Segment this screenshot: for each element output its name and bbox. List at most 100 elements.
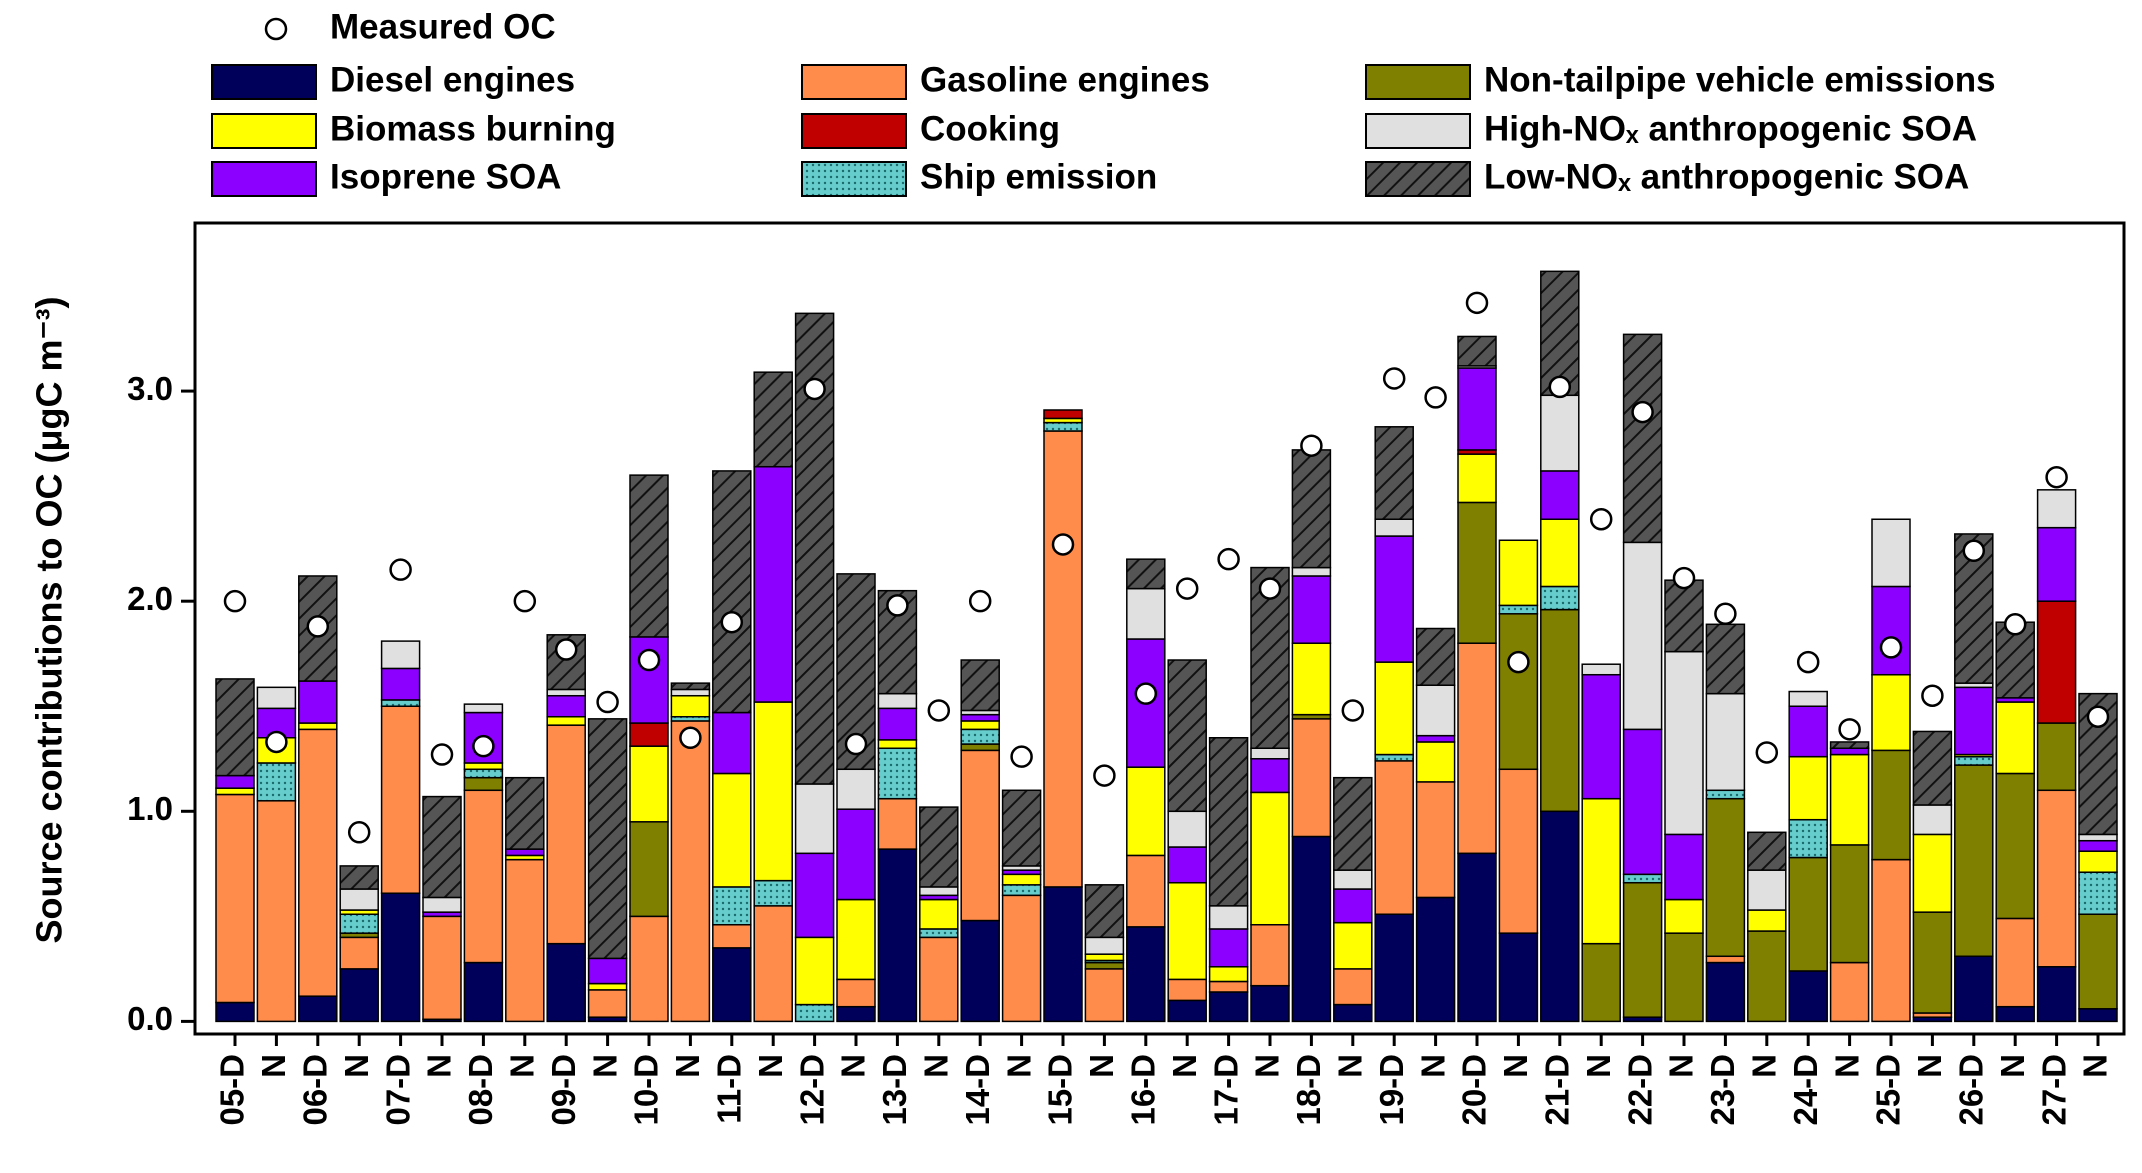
measured-marker (223, 589, 247, 613)
measured-marker (1300, 434, 1323, 457)
measured-marker (554, 638, 578, 661)
bar-segment (1374, 753, 1414, 762)
bar-segment (380, 892, 421, 1023)
bar-segment (256, 762, 297, 802)
bar-segment (712, 947, 752, 1023)
legend-label: Cooking (920, 109, 1060, 148)
bar-segment (1291, 449, 1332, 569)
x-tick-label: N (1332, 1054, 1369, 1078)
bar-segment (670, 682, 711, 691)
bar-segment (1167, 810, 1207, 848)
bar-segment (1043, 886, 1083, 1023)
measured-marker (1010, 745, 1033, 768)
bar-segment (1622, 728, 1663, 876)
measured-marker (1051, 533, 1075, 556)
measured-marker (1879, 636, 1903, 659)
bar-segment (1333, 1003, 1373, 1023)
bar-segment (877, 797, 918, 850)
bar-segment (1498, 613, 1539, 771)
bar-segment (2078, 839, 2118, 852)
bar-segment (546, 715, 586, 726)
bar-segment (1705, 955, 1746, 964)
measured-marker (1838, 718, 1861, 741)
bar-segment (2036, 722, 2077, 792)
x-tick-label: N (2077, 1054, 2114, 1078)
bar-segment (1498, 604, 1539, 615)
bar-segment (1291, 835, 1332, 1023)
bar-segment (1622, 541, 1663, 731)
x-tick-label: N (1994, 1054, 2031, 1078)
bar-segment (1291, 566, 1332, 577)
legend-marker (264, 17, 288, 41)
bar-segment (1415, 627, 1456, 686)
bar-segment (1664, 932, 1704, 1023)
bar-segment (463, 789, 504, 964)
bar-segment (960, 659, 1000, 712)
bar-segment (1415, 684, 1456, 737)
measured-marker (596, 690, 619, 714)
bar-segment (712, 470, 752, 714)
measured-marker (927, 699, 951, 722)
x-tick-label: 19-D (1373, 1054, 1410, 1126)
bar-segment (339, 865, 379, 890)
bar-segment (1167, 978, 1207, 1002)
bar-segment (2036, 600, 2077, 724)
bar-segment (712, 772, 752, 888)
bar-segment (1705, 692, 1746, 792)
x-tick-label: 05-D (214, 1054, 251, 1126)
bar-segment (1457, 367, 1497, 451)
legend-swatch (211, 161, 317, 197)
bar-segment (753, 879, 793, 907)
bar-segment (1622, 881, 1663, 1018)
bar-segment (836, 808, 876, 901)
bar-segment (753, 701, 793, 882)
measured-marker (1755, 741, 1779, 764)
bar-segment (960, 743, 1000, 752)
bar-segment (1084, 884, 1125, 939)
measured-marker (844, 732, 868, 756)
bar-segment (1788, 705, 1828, 758)
bar-segment (298, 680, 338, 724)
x-tick-label: N (421, 1054, 458, 1078)
x-tick-label: 07-D (379, 1054, 416, 1126)
bar-segment (794, 1003, 835, 1023)
bar-segment (1374, 426, 1414, 520)
x-tick-label: 25-D (1870, 1054, 1907, 1126)
bar-segment (2078, 1008, 2118, 1023)
legend: Diesel engines Gasoline engines Non-tailpi… (211, 7, 1996, 197)
x-tick-label: 24-D (1787, 1054, 1824, 1126)
bar-segment (1208, 928, 1249, 968)
bar-segment (546, 694, 586, 718)
measured-marker (389, 558, 412, 581)
measured-marker (1921, 684, 1944, 707)
bar-segment (753, 465, 793, 703)
y-tick-label: 3.0 (127, 370, 173, 407)
bar-segment (215, 793, 255, 1004)
bar-segment (1084, 936, 1125, 955)
bar-segment (215, 678, 255, 777)
bar-segment (753, 371, 793, 468)
bar-segment (1622, 873, 1663, 884)
measured-marker (265, 730, 288, 754)
bar-segment (1540, 394, 1580, 472)
bar-segment (670, 688, 711, 697)
bar-segment (712, 711, 752, 775)
bar-segment (1333, 968, 1373, 1006)
bar-segment (463, 776, 504, 792)
bar-segment (753, 905, 793, 1023)
bar-segment (877, 692, 918, 710)
x-tick-label: N (504, 1054, 541, 1078)
bar-segment (1374, 518, 1414, 537)
bar-segment (1374, 661, 1414, 756)
bar-segment (1250, 758, 1290, 794)
bar-segment (2036, 789, 2077, 968)
y-axis-label: Source contributions to OC (μgC m⁻³) (29, 297, 70, 944)
measured-marker (1424, 386, 1447, 409)
x-tick-label: 09-D (545, 1054, 582, 1126)
bar-segment (505, 858, 545, 1023)
bar-segment (2078, 871, 2118, 915)
y-tick-label: 1.0 (127, 790, 173, 827)
x-tick-label: N (586, 1054, 623, 1078)
bar-segment (215, 774, 255, 789)
measured-marker (513, 589, 537, 613)
